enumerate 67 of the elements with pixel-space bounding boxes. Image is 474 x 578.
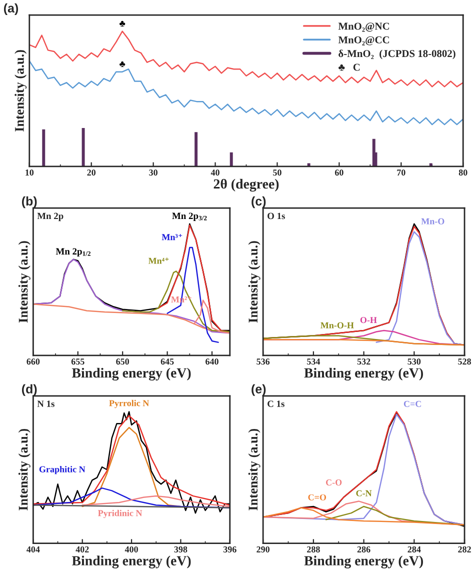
text: Graphitic N (39, 466, 86, 474)
x-tick-label: 398 (174, 546, 188, 552)
legend-label: δ-MnO₂ (JCPDS 18-0802) (338, 50, 456, 60)
legend-label: MnO₂@NC (338, 22, 389, 32)
series-label: Mn³⁺ (162, 234, 182, 240)
series-label: Mn⁴⁺ (148, 258, 169, 264)
x-tick-label: 70 (397, 170, 406, 176)
series-label: Mn-O (421, 218, 444, 224)
series-label: Mn-O-H (320, 322, 354, 328)
text: (e) (252, 384, 266, 396)
text: (c) (252, 196, 266, 208)
x-tick-label: 650 (116, 358, 130, 365)
x-tick-label: 532 (357, 358, 370, 365)
x-axis-title: 2θ (degree) (214, 178, 279, 192)
x-tick-label: 404 (26, 546, 40, 552)
x-tick-label: 534 (307, 358, 320, 365)
series-label: C=C (404, 400, 421, 407)
text: C-O (326, 479, 342, 486)
text: N 1s (37, 400, 54, 407)
x-tick-label: 400 (124, 546, 138, 552)
x-tick-label: 10 (26, 170, 34, 176)
x-tick-label: 20 (87, 170, 96, 176)
x-tick-label: 282 (458, 546, 471, 552)
text: Mn 2p (37, 212, 64, 222)
text: Pyrrolic N (109, 400, 150, 408)
text: C 1s (268, 400, 284, 407)
x-tick-label: 80 (458, 170, 468, 176)
x-axis-title: Binding energy (eV) (304, 556, 423, 568)
series-label: C=O (308, 494, 326, 500)
text: O 1s (268, 212, 285, 220)
series-label: O-H (360, 317, 377, 324)
x-tick-label: 536 (256, 358, 270, 365)
legend-label: MnO₂@CC (338, 36, 389, 46)
annotation: ♣ (120, 20, 126, 26)
x-tick-label: 655 (71, 358, 84, 365)
x-tick-label: 286 (357, 546, 370, 552)
text: (d) (22, 384, 37, 396)
x-tick-label: 402 (76, 546, 89, 552)
x-tick-label: 528 (458, 358, 471, 365)
annotation: Mn 2p$_{3/2}$ (172, 212, 207, 221)
y-axis-title: Intensity (a.u.) (18, 241, 30, 323)
x-tick-label: 290 (256, 546, 270, 552)
x-tick-label: 396 (223, 546, 236, 552)
x-axis-title: Binding energy (eV) (304, 368, 423, 381)
x-tick-label: 284 (408, 546, 421, 552)
y-axis-title: Intensity (a.u.) (14, 50, 27, 132)
x-tick-label: 60 (334, 170, 344, 176)
annotation: ♣ C (338, 64, 360, 71)
x-tick-label: 40 (210, 170, 220, 176)
annotation: Mn 2p$_{1/2}$ (56, 248, 90, 256)
series-label: C-N (356, 490, 372, 496)
text: (b) (22, 196, 37, 208)
y-axis-title: Intensity (a.u.) (248, 428, 260, 510)
y-axis-title: Intensity (a.u.) (18, 428, 30, 510)
x-axis-title: Binding energy (eV) (72, 556, 191, 568)
x-tick-label: 288 (307, 546, 320, 552)
x-tick-label: 660 (26, 358, 40, 365)
x-tick-label: 50 (273, 170, 282, 176)
x-tick-label: 645 (160, 358, 174, 365)
x-tick-label: 530 (408, 358, 421, 365)
x-axis-title: Binding energy (eV) (72, 368, 191, 381)
x-tick-label: 640 (206, 358, 218, 365)
text: (a) (4, 3, 18, 16)
y-axis-title: Intensity (a.u.) (248, 241, 260, 323)
annotation: ♣ (120, 61, 126, 68)
x-tick-label: 30 (149, 170, 158, 176)
series-label: Pyridinic N (98, 510, 142, 518)
